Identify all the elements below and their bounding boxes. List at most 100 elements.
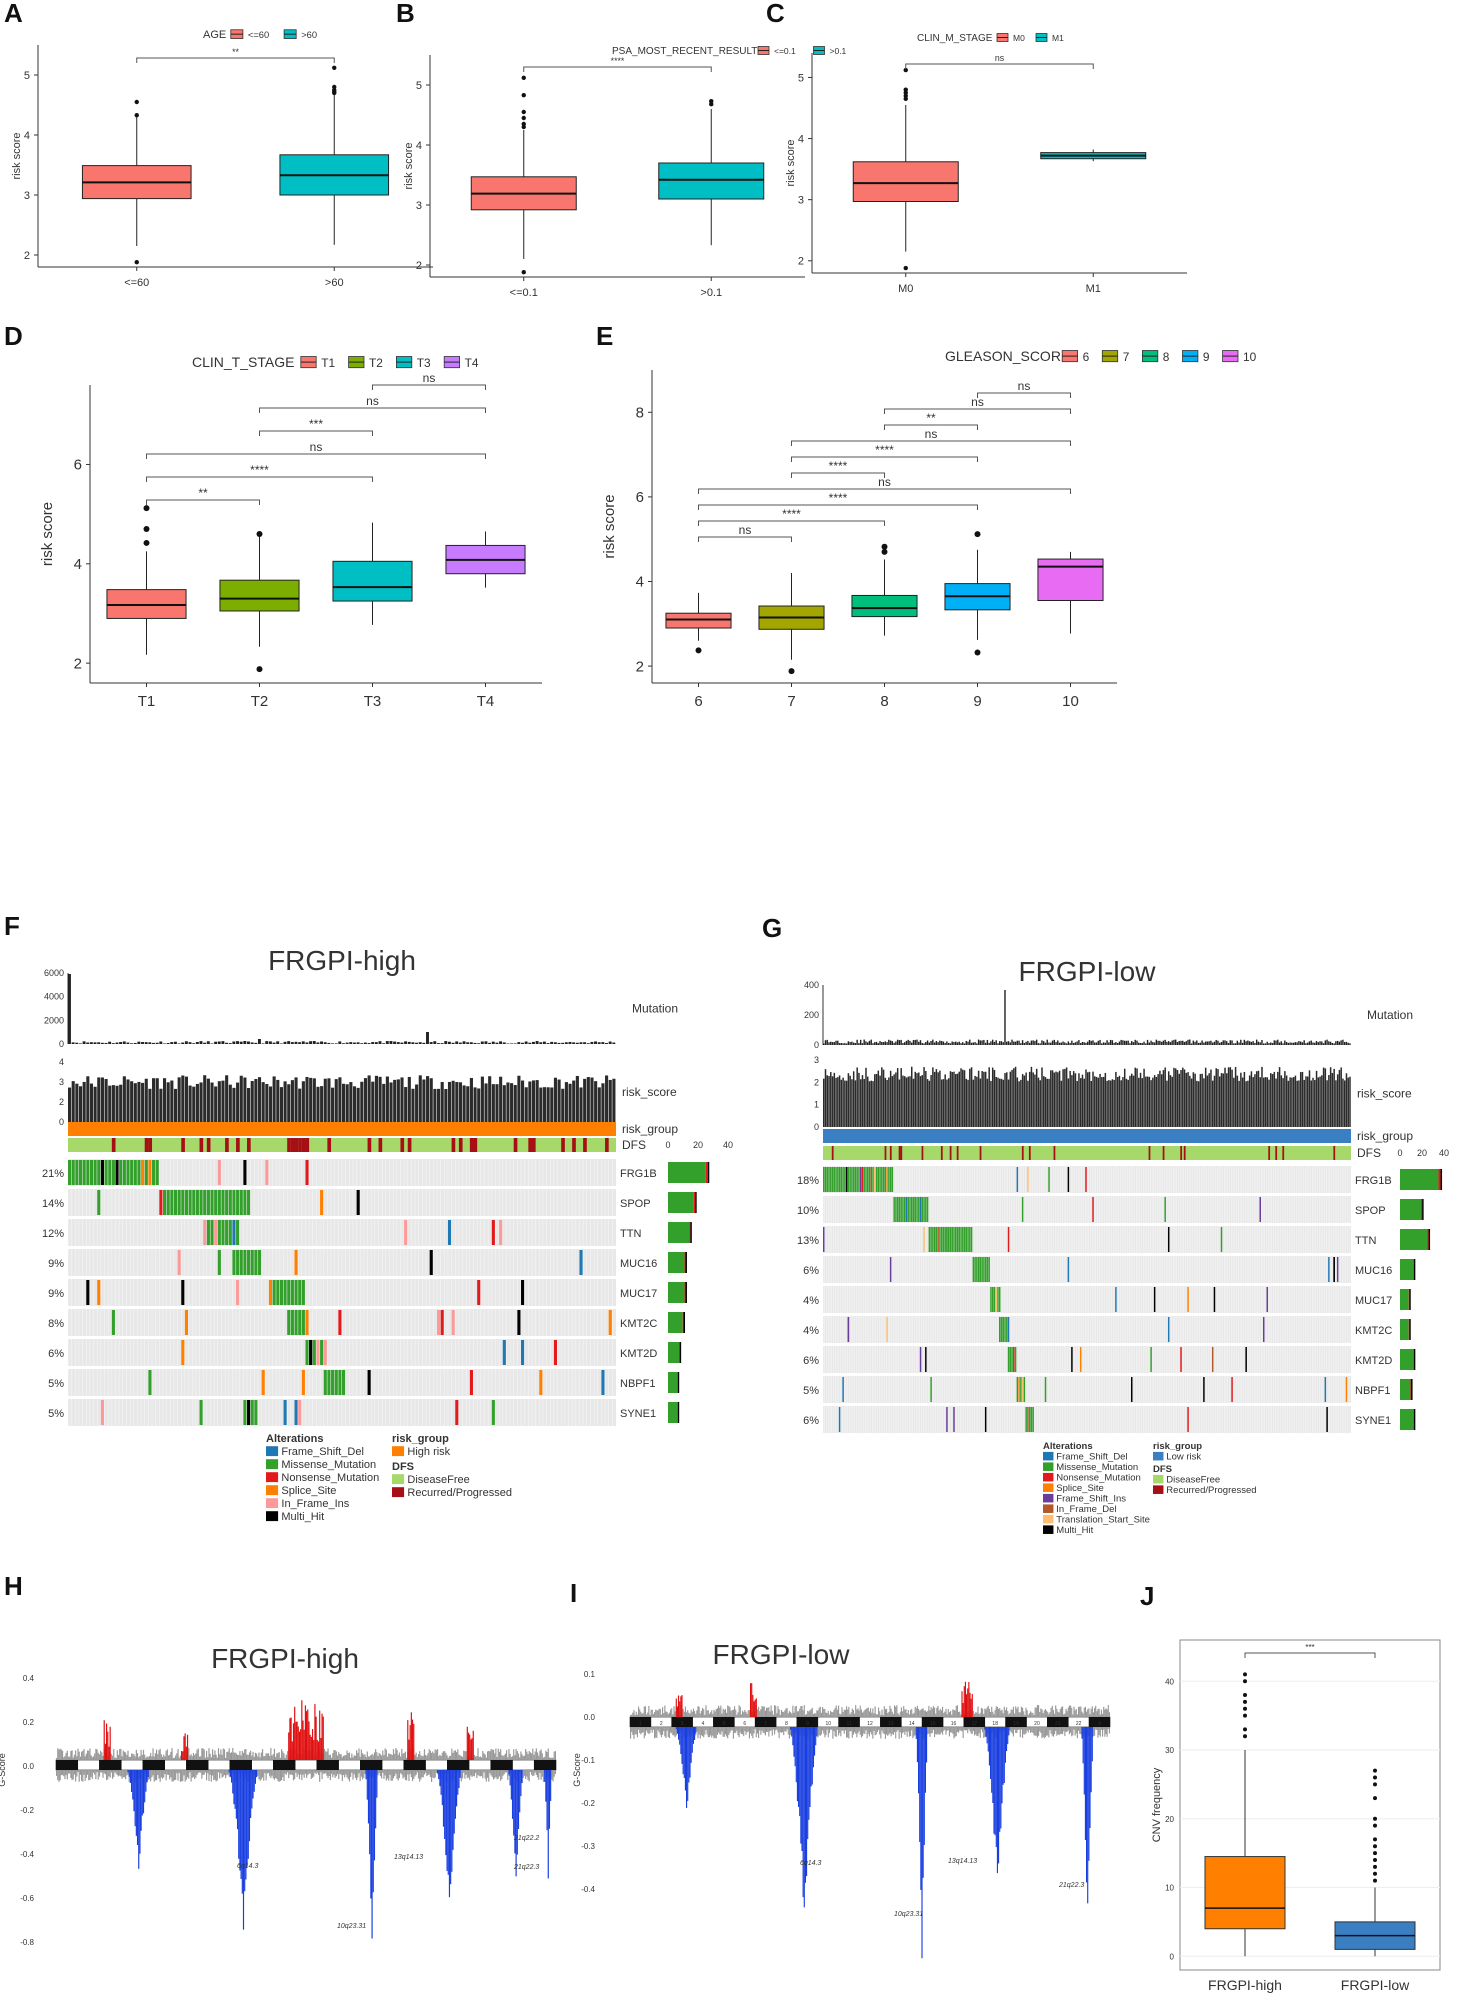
mutation-bar (1301, 1042, 1304, 1045)
gene-bar-multihit (1409, 1319, 1411, 1340)
mutation-cell (298, 1400, 302, 1425)
risk-bar (898, 1079, 901, 1127)
mutation-cell (221, 1220, 225, 1245)
mutation-cell (1266, 1287, 1269, 1312)
mutation-bar (1349, 1043, 1351, 1045)
gene-name: MUC16 (1355, 1265, 1392, 1277)
mutation-cell (247, 1250, 251, 1275)
risk-bar (1328, 1075, 1330, 1127)
risk-bar (93, 1086, 97, 1122)
mutation-bar (1243, 1039, 1246, 1045)
risk-bar (881, 1067, 883, 1127)
mutation-bar (1065, 1043, 1068, 1045)
mutation-cell (828, 1167, 830, 1192)
risk-bar (1092, 1071, 1094, 1127)
mutation-bar (1210, 1040, 1212, 1045)
risk-bar (969, 1068, 971, 1127)
gene-pct: 21% (42, 1168, 64, 1180)
mutation-cell (969, 1227, 971, 1252)
risk-bar (1217, 1069, 1219, 1127)
risk-bar (1299, 1072, 1302, 1127)
risk-bar (360, 1081, 364, 1122)
risk-bar (1240, 1072, 1242, 1127)
risk-bar (826, 1075, 829, 1127)
risk-bar (1219, 1076, 1221, 1127)
risk-bar (1039, 1080, 1041, 1127)
dfs-recurred-cell (1021, 1146, 1024, 1160)
box-body (851, 594, 918, 618)
risk-bar (305, 1076, 309, 1122)
dfs-recurred-cell (327, 1138, 332, 1152)
risk-bar (1115, 1071, 1117, 1127)
risk-bar (1266, 1077, 1269, 1127)
mutation-bar (590, 1041, 594, 1044)
mutation-bar (294, 1041, 298, 1044)
mutation-bar (944, 1042, 946, 1045)
risk-bar (415, 1084, 419, 1122)
risk-bar (991, 1067, 994, 1127)
legend: CLIN_M_STAGE M0 M1 (917, 33, 1064, 44)
risk-bar (916, 1073, 918, 1127)
risk-bar (1108, 1080, 1110, 1127)
risk-bar (159, 1088, 163, 1122)
mutation-bar (828, 1042, 830, 1045)
dfs-recurred-cell (225, 1138, 229, 1152)
mutation-bar (531, 1041, 535, 1044)
mutation-bar (1037, 1043, 1040, 1045)
mutation-bar (228, 1043, 232, 1044)
risk-bar (1298, 1080, 1300, 1127)
risk-bar (1150, 1080, 1152, 1127)
mutation-bar (305, 1042, 309, 1044)
mutation-cell (148, 1370, 152, 1395)
panel-title: FRGPI-low (1019, 956, 1157, 987)
mutation-bar (473, 1042, 477, 1044)
gene-bar-missense (668, 1192, 694, 1213)
bracket-label: **** (829, 491, 848, 505)
risk-bar (393, 1079, 397, 1122)
gene-pct: 9% (48, 1258, 64, 1270)
mutation-bar (1199, 1042, 1202, 1045)
mutation-cell (933, 1227, 936, 1252)
mutation-bar (1169, 1042, 1172, 1045)
gene-bar-nonsense (1438, 1169, 1441, 1190)
mutation-cell (930, 1227, 932, 1252)
risk-bar (1004, 1073, 1006, 1127)
risk-bar (1349, 1076, 1351, 1127)
risk-bar (1226, 1073, 1228, 1127)
mutation-bar (382, 1043, 386, 1044)
risk-bar (553, 1077, 557, 1122)
mutation-bar (1092, 1040, 1094, 1045)
risk-bar (918, 1072, 920, 1127)
gene-bar-multihit (685, 1282, 687, 1303)
mutation-bar (1284, 1040, 1286, 1045)
mutation-bar (257, 1039, 261, 1044)
mutation-bar (1076, 1041, 1078, 1045)
mutation-bar (903, 1042, 906, 1045)
risk-bar (1167, 1071, 1170, 1127)
legend-swatch (392, 1487, 405, 1498)
risk-bar (1270, 1073, 1272, 1127)
mutation-bar (1132, 1042, 1135, 1045)
outlier-point (974, 649, 981, 656)
mutation-bar (923, 1043, 925, 1045)
mutation-bar (1314, 1042, 1316, 1045)
mutation-cell (199, 1400, 203, 1425)
risk-bar (844, 1080, 846, 1127)
mutation-tick-label: 0 (814, 1040, 819, 1050)
mutation-bar (444, 1041, 448, 1044)
dfs-recurred-cell (1148, 1146, 1151, 1160)
risk-bar (115, 1085, 119, 1122)
y-axis-label: risk score (601, 494, 618, 558)
mutation-cell (436, 1310, 441, 1335)
mutation-cell (148, 1160, 152, 1185)
risk-bar (1079, 1078, 1082, 1127)
mutation-cell (872, 1167, 874, 1192)
mutation-cell (521, 1340, 525, 1365)
risk-bar (956, 1073, 959, 1127)
mutation-bar (1175, 1039, 1177, 1045)
mutation-cell (228, 1220, 232, 1245)
risk-bar (374, 1075, 378, 1122)
gene-pct: 9% (48, 1288, 64, 1300)
risk-bar (830, 1072, 832, 1127)
mutation-bar (122, 1041, 126, 1044)
